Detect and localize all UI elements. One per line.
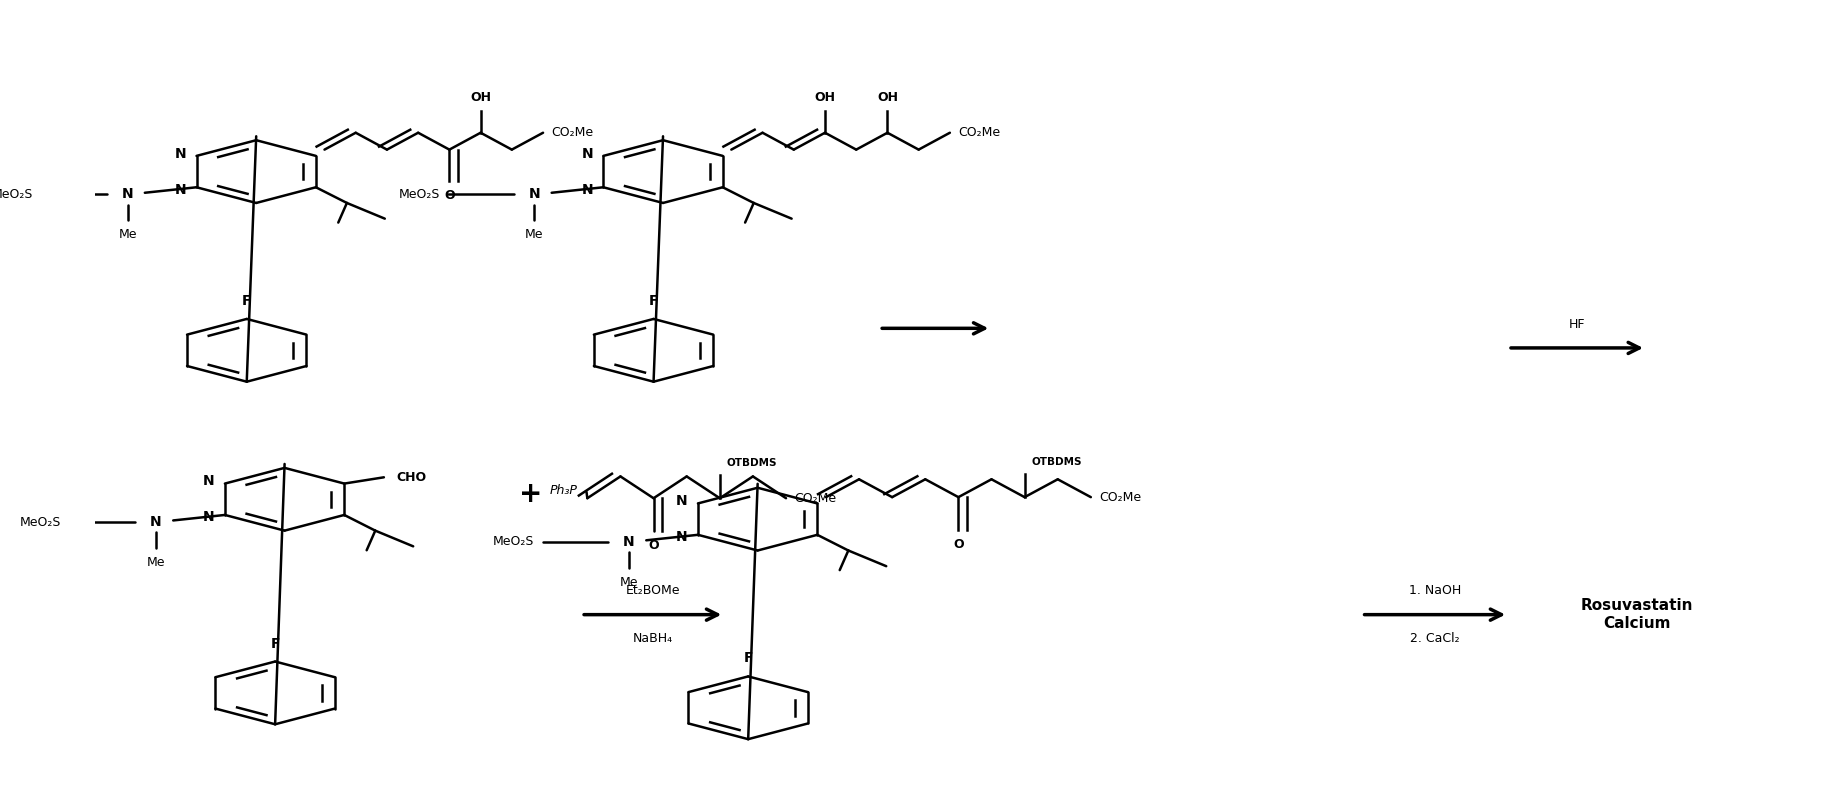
Text: NaBH₄: NaBH₄ <box>632 632 672 645</box>
Text: O: O <box>952 538 963 551</box>
Text: N: N <box>149 515 162 529</box>
Text: Me: Me <box>118 228 137 241</box>
Text: 2. CaCl₂: 2. CaCl₂ <box>1409 632 1460 645</box>
Text: CO₂Me: CO₂Me <box>794 491 838 505</box>
Text: N: N <box>581 182 594 197</box>
Text: F: F <box>648 294 659 308</box>
Text: CO₂Me: CO₂Me <box>552 126 594 139</box>
Text: N: N <box>202 474 215 488</box>
Text: MeO₂S: MeO₂S <box>0 188 33 201</box>
Text: CO₂Me: CO₂Me <box>958 126 1000 139</box>
Text: F: F <box>242 294 251 308</box>
Text: OH: OH <box>814 92 836 104</box>
Text: Ph₃P: Ph₃P <box>550 483 577 497</box>
Text: +: + <box>519 480 543 508</box>
Text: Rosuvastatin
Calcium: Rosuvastatin Calcium <box>1581 599 1694 631</box>
Text: O: O <box>444 189 455 201</box>
Text: Et₂BOMe: Et₂BOMe <box>625 585 679 597</box>
Text: N: N <box>175 146 186 160</box>
Text: OTBDMS: OTBDMS <box>1031 457 1082 468</box>
Text: N: N <box>676 494 688 508</box>
Text: Me: Me <box>619 576 639 589</box>
Text: F: F <box>270 637 280 650</box>
Text: N: N <box>623 535 636 549</box>
Text: MeO₂S: MeO₂S <box>493 536 534 548</box>
Text: Me: Me <box>524 228 544 241</box>
Text: HF: HF <box>1568 318 1586 331</box>
Text: OH: OH <box>878 92 898 104</box>
Text: CHO: CHO <box>395 471 426 483</box>
Text: N: N <box>676 530 688 544</box>
Text: O: O <box>648 539 659 552</box>
Text: N: N <box>528 187 541 201</box>
Text: OTBDMS: OTBDMS <box>727 458 778 468</box>
Text: CO₂Me: CO₂Me <box>1100 491 1142 504</box>
Text: MeO₂S: MeO₂S <box>399 188 439 201</box>
Text: MeO₂S: MeO₂S <box>20 516 62 529</box>
Text: N: N <box>202 510 215 525</box>
Text: N: N <box>581 146 594 160</box>
Text: N: N <box>122 187 133 201</box>
Text: N: N <box>175 182 186 197</box>
Text: F: F <box>743 652 752 665</box>
Text: OH: OH <box>470 92 492 104</box>
Text: Me: Me <box>148 555 166 569</box>
Text: 1. NaOH: 1. NaOH <box>1409 585 1460 597</box>
